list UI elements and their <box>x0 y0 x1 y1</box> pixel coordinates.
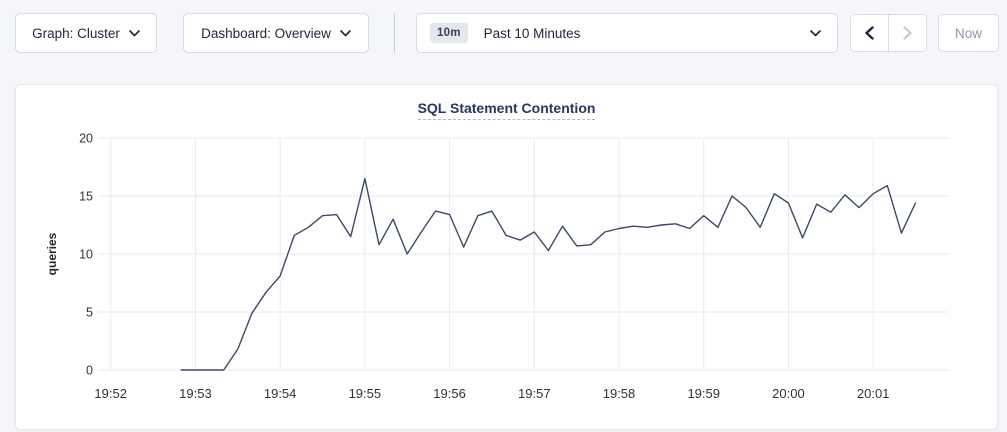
x-tick-label: 19:57 <box>518 386 551 401</box>
y-axis-label: queries <box>45 232 59 275</box>
x-tick-label: 19:52 <box>94 386 127 401</box>
now-button[interactable]: Now <box>938 14 999 52</box>
x-tick-label: 19:54 <box>264 386 297 401</box>
graph-dropdown[interactable]: Graph: Cluster <box>15 13 157 53</box>
x-tick-label: 20:00 <box>772 386 805 401</box>
y-tick-label: 0 <box>86 364 93 378</box>
chevron-left-icon <box>865 26 874 40</box>
chevron-right-icon <box>903 26 912 40</box>
time-range-selector[interactable]: 10m Past 10 Minutes <box>416 13 838 53</box>
toolbar: Graph: Cluster Dashboard: Overview 10m P… <box>0 0 1007 68</box>
next-range-button[interactable] <box>888 15 926 51</box>
x-tick-label: 19:55 <box>349 386 382 401</box>
y-tick-label: 15 <box>79 190 93 204</box>
y-tick-label: 10 <box>79 248 93 262</box>
chevron-down-icon <box>129 29 140 36</box>
queries-series-line <box>180 177 917 371</box>
prev-range-button[interactable] <box>851 15 888 51</box>
time-range-pager <box>850 14 927 52</box>
x-tick-label: 19:53 <box>179 386 212 401</box>
dashboard-dropdown[interactable]: Dashboard: Overview <box>183 13 369 53</box>
y-tick-label: 5 <box>86 306 93 320</box>
chart-title: SQL Statement Contention <box>16 100 997 120</box>
y-tick-label: 20 <box>79 132 93 146</box>
x-tick-label: 19:58 <box>603 386 636 401</box>
chart-card: SQL Statement Contention 0 5 10 15 20 19:52 19… <box>15 84 998 430</box>
x-tick-label: 19:56 <box>433 386 466 401</box>
chevron-down-icon <box>810 29 821 36</box>
x-tick-label: 20:01 <box>857 386 890 401</box>
chevron-down-icon <box>340 29 351 36</box>
chart-title-text[interactable]: SQL Statement Contention <box>417 100 596 120</box>
graph-dropdown-label: Graph: Cluster <box>32 25 120 41</box>
x-tick-label: 19:59 <box>687 386 720 401</box>
time-range-badge: 10m <box>430 23 468 43</box>
time-range-label: Past 10 Minutes <box>483 25 581 41</box>
toolbar-divider <box>394 13 395 53</box>
dashboard-dropdown-label: Dashboard: Overview <box>201 25 331 41</box>
sql-contention-line-chart[interactable]: 0 5 10 15 20 19:52 19:53 19:54 19:55 19:56 19:57 19… <box>16 85 999 431</box>
